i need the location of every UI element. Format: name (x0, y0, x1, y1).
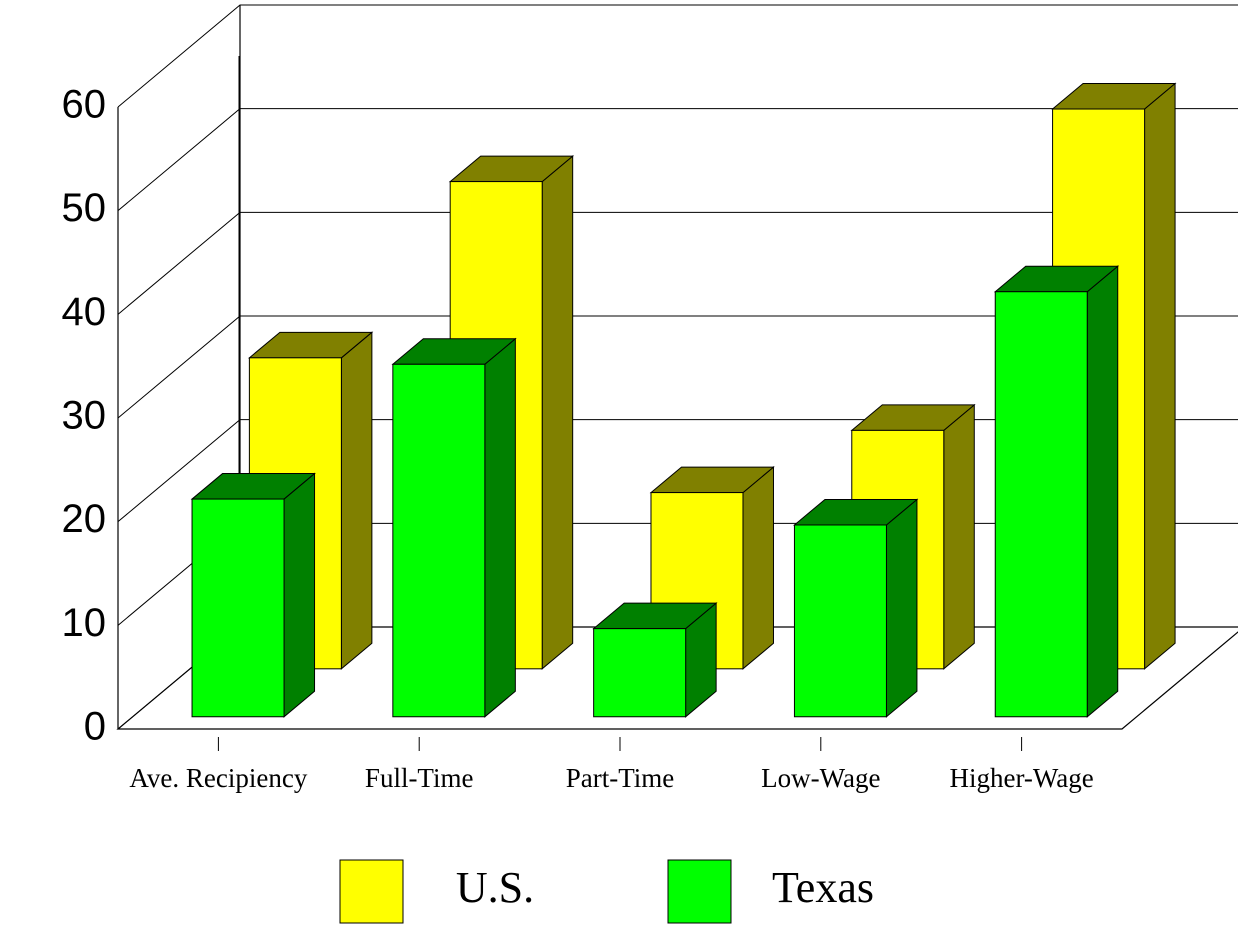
bar-side (283, 472, 316, 718)
grid-line (117, 4, 1238, 108)
bar-side (1144, 82, 1176, 670)
x-tick-label: Part-Time (566, 763, 675, 793)
legend-label: Texas (772, 863, 874, 912)
bar-side (943, 403, 975, 670)
legend-label: U.S. (456, 863, 534, 912)
bar (191, 498, 285, 718)
bar-side (484, 337, 516, 718)
y-tick-label: 0 (84, 705, 106, 749)
bar (593, 628, 687, 718)
x-tick-label: Full-Time (365, 763, 474, 793)
legend-swatch (667, 859, 732, 924)
bar (793, 524, 887, 718)
grid-line (117, 211, 1238, 315)
x-tick-label: Ave. Recipiency (129, 763, 307, 793)
y-tick-label: 50 (62, 186, 107, 230)
bar-side (541, 155, 574, 670)
y-tick-label: 60 (62, 83, 107, 127)
y-tick-label: 40 (62, 290, 107, 334)
bar-side (742, 466, 774, 670)
y-tick-label: 10 (62, 601, 107, 645)
x-tick-label: Low-Wage (761, 763, 880, 793)
bar (392, 363, 486, 718)
bar-side (885, 498, 918, 718)
y-tick-label: 20 (62, 497, 107, 541)
y-tick-label: 30 (62, 394, 107, 438)
bar-side (1086, 265, 1119, 718)
bar (994, 291, 1088, 718)
grid-line (117, 108, 1238, 212)
x-tick-label: Higher-Wage (949, 763, 1093, 793)
grid-line (117, 315, 1238, 419)
legend-swatch (339, 859, 404, 924)
bar-side (340, 331, 373, 670)
